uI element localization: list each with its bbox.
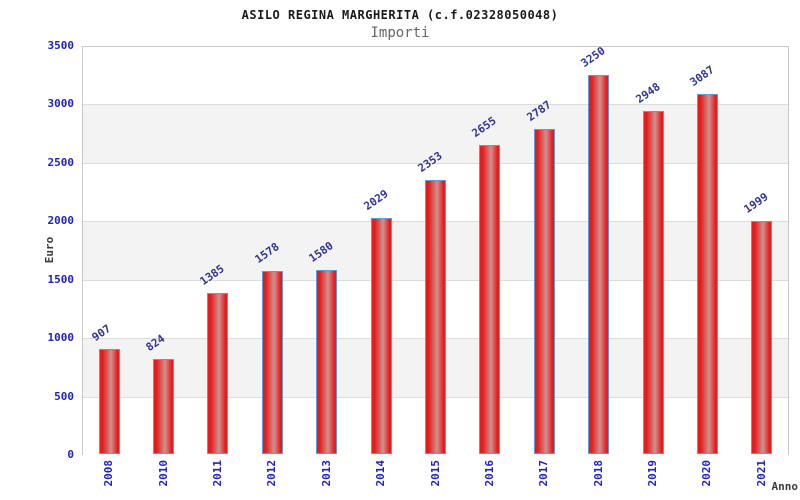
bar-2010 <box>153 359 174 454</box>
x-tick-label: 2016 <box>482 460 496 487</box>
y-tick-label: 2500 <box>47 155 75 169</box>
x-tick-label: 2013 <box>319 460 333 487</box>
bar-2015 <box>425 180 446 454</box>
gridline <box>83 162 788 164</box>
bar-2012 <box>262 271 283 454</box>
grid-band <box>83 105 788 164</box>
y-tick-label: 2000 <box>47 214 75 228</box>
bar-2014 <box>371 218 392 454</box>
x-tick-label: 2011 <box>210 460 224 487</box>
x-tick-label: 2019 <box>646 460 660 487</box>
gridline <box>83 104 788 106</box>
y-tick-label: 1500 <box>47 272 75 286</box>
x-tick-label: 2020 <box>700 460 714 487</box>
y-axis-label: Euro <box>43 236 56 264</box>
y-tick-label: 500 <box>54 389 74 403</box>
x-tick-label: 2010 <box>156 460 170 487</box>
plot-area <box>82 46 789 456</box>
bar-2017 <box>534 129 555 454</box>
bar-2020 <box>697 94 718 454</box>
bar-2016 <box>479 145 500 454</box>
x-axis-label: Anno <box>771 480 799 493</box>
bar-2011 <box>207 293 228 454</box>
y-tick-label: 0 <box>67 448 74 461</box>
y-tick-label: 1000 <box>47 331 75 345</box>
y-tick-label: 3500 <box>47 39 75 52</box>
x-tick-label: 2012 <box>265 460 279 487</box>
bar-2013 <box>316 270 337 454</box>
x-tick-label: 2008 <box>102 460 116 487</box>
grid-band <box>83 47 788 106</box>
bar-2008 <box>99 349 120 454</box>
x-tick-label: 2014 <box>374 460 388 487</box>
x-tick-label: 2015 <box>428 460 442 487</box>
bar-2021 <box>751 221 772 454</box>
chart-title: ASILO REGINA MARGHERITA (c.f.02328050048… <box>241 8 559 22</box>
x-tick-label: 2017 <box>537 460 551 487</box>
x-tick-label: 2018 <box>591 460 605 487</box>
y-tick-label: 3000 <box>47 97 75 111</box>
bar-2018 <box>588 75 609 454</box>
bar-2019 <box>643 111 664 454</box>
chart-subtitle: Importi <box>370 25 430 41</box>
